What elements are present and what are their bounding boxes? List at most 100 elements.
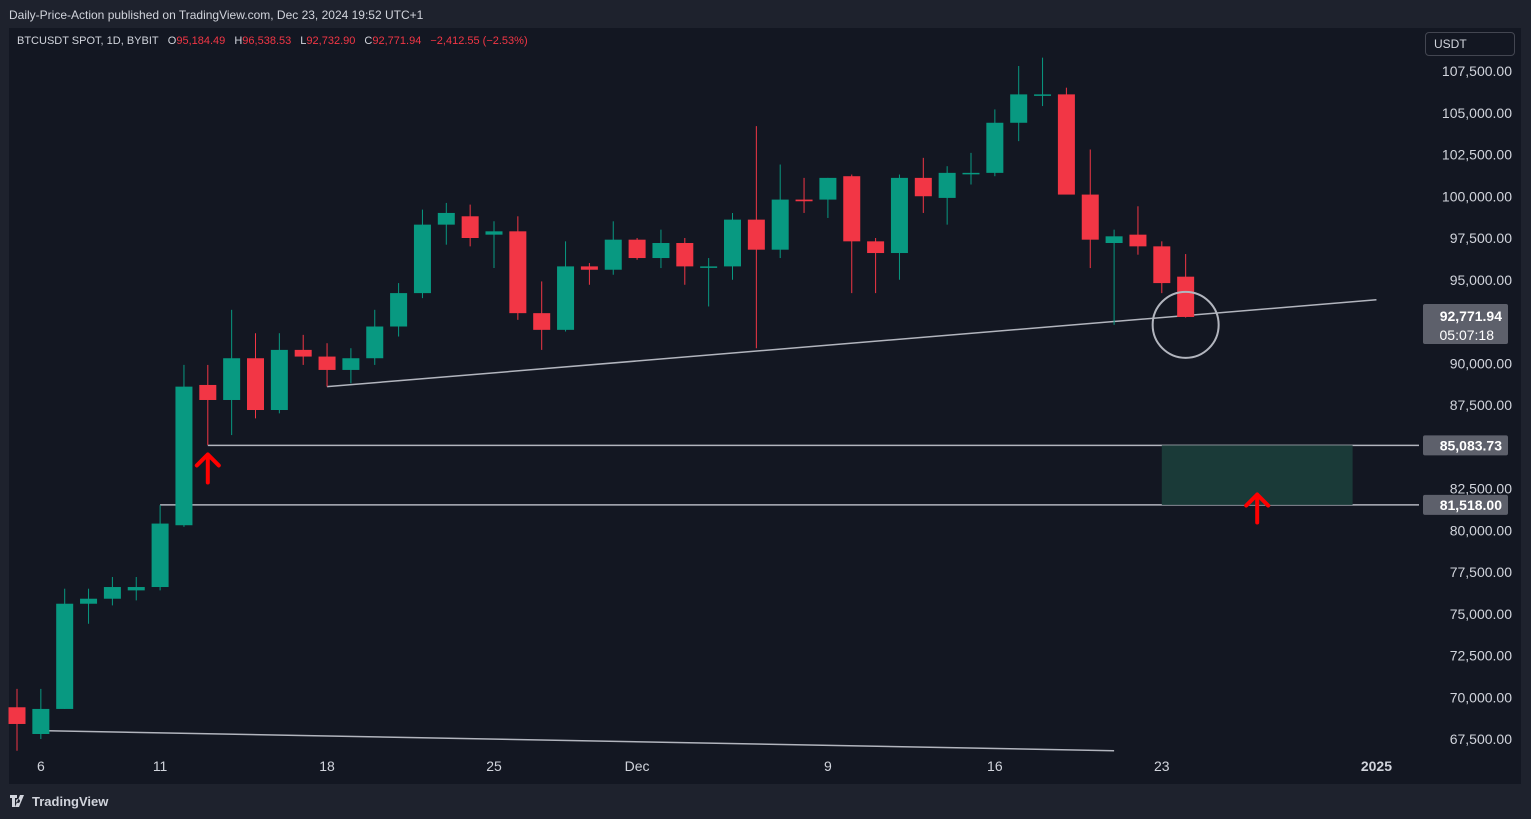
y-tick-label: 72,500.00 — [1450, 648, 1512, 664]
candle-body[interactable] — [461, 216, 479, 238]
close-label: C — [364, 35, 373, 47]
change-value: −2,412.55 (−2.53%) — [430, 35, 528, 47]
candle-body[interactable] — [628, 239, 646, 259]
candle-body[interactable] — [962, 172, 980, 175]
publisher-text: Daily-Price-Action published on TradingV… — [9, 8, 424, 22]
candle-body[interactable] — [867, 241, 885, 254]
candle-body[interactable] — [580, 266, 598, 270]
y-tick-label: 107,500.00 — [1442, 63, 1512, 79]
tradingview-logo[interactable]: TradingView — [10, 794, 108, 809]
candle-body[interactable] — [32, 708, 50, 734]
currency-button[interactable]: USDT — [1425, 32, 1515, 56]
candle-body[interactable] — [890, 177, 908, 254]
candle-body[interactable] — [390, 293, 408, 327]
candle-body[interactable] — [676, 243, 694, 267]
y-tick-label: 100,000.00 — [1442, 188, 1512, 204]
y-tick-label: 67,500.00 — [1450, 731, 1512, 747]
candle-body[interactable] — [1081, 194, 1099, 240]
candle-body[interactable] — [747, 219, 765, 250]
candle-body[interactable] — [270, 349, 288, 411]
candle-body[interactable] — [1010, 94, 1028, 123]
candle-body[interactable] — [604, 239, 622, 270]
high-label: H — [234, 35, 243, 47]
tradingview-logo-icon — [10, 795, 24, 807]
candle-body[interactable] — [8, 707, 26, 724]
candle-body[interactable] — [795, 199, 813, 202]
candle-body[interactable] — [533, 313, 551, 330]
level-price-label: 85,083.73 — [1440, 437, 1502, 453]
candle-body[interactable] — [366, 326, 384, 359]
x-tick-label: 11 — [153, 758, 168, 774]
candle-body[interactable] — [247, 358, 264, 411]
candle-body[interactable] — [557, 266, 575, 330]
candle-body[interactable] — [56, 603, 74, 709]
y-tick-label: 90,000.00 — [1450, 355, 1512, 371]
candle-body[interactable] — [819, 177, 837, 200]
candle-body[interactable] — [103, 587, 121, 599]
candle-body[interactable] — [1153, 246, 1171, 284]
candle-body[interactable] — [914, 177, 932, 197]
highlight-circle[interactable] — [1151, 290, 1220, 359]
current-price-tag — [1423, 303, 1508, 344]
support-trendline[interactable] — [326, 299, 1377, 388]
low-value: 92,732.90 — [306, 35, 356, 47]
candle-body[interactable] — [1057, 94, 1075, 195]
x-tick-label: 6 — [37, 758, 45, 774]
open-value: 95,184.49 — [176, 35, 226, 47]
y-tick-label: 87,500.00 — [1450, 397, 1512, 413]
candle-body[interactable] — [1105, 236, 1123, 244]
candle-body[interactable] — [223, 358, 241, 400]
candle-body[interactable] — [318, 356, 336, 370]
current-price-label: 92,771.94 — [1440, 308, 1502, 324]
candle-body[interactable] — [413, 224, 431, 294]
x-tick-label: 2025 — [1361, 758, 1392, 774]
candle-body[interactable] — [1034, 94, 1052, 96]
y-tick-label: 70,000.00 — [1450, 689, 1512, 705]
y-tick-label: 97,500.00 — [1450, 230, 1512, 246]
candle-body[interactable] — [342, 358, 360, 370]
candle-body[interactable] — [700, 266, 718, 268]
countdown-label: 05:07:18 — [1440, 327, 1495, 343]
candle-body[interactable] — [80, 598, 98, 604]
candle-body[interactable] — [485, 231, 503, 235]
candle-body[interactable] — [771, 199, 789, 250]
candle-body[interactable] — [652, 243, 670, 259]
footer: TradingView — [0, 785, 1531, 819]
x-tick-label: Dec — [625, 758, 650, 774]
up-arrow-icon — [194, 452, 221, 485]
candle-body[interactable] — [1177, 276, 1195, 317]
high-value: 96,538.53 — [242, 35, 292, 47]
publish-header: Daily-Price-Action published on TradingV… — [0, 0, 1531, 28]
candle-body[interactable] — [199, 384, 217, 400]
level-price-tag — [1423, 494, 1508, 515]
candle-body[interactable] — [986, 122, 1004, 173]
level-price-label: 81,518.00 — [1440, 497, 1502, 513]
candle-body[interactable] — [127, 587, 145, 591]
y-tick-label: 77,500.00 — [1450, 564, 1512, 580]
candle-body[interactable] — [437, 212, 455, 225]
low-label: L — [300, 35, 307, 47]
candle-body[interactable] — [294, 349, 312, 357]
y-tick-label: 102,500.00 — [1442, 147, 1512, 163]
y-tick-label: 75,000.00 — [1450, 606, 1512, 622]
y-tick-label: 82,500.00 — [1450, 481, 1512, 497]
tradingview-brand: TradingView — [32, 794, 109, 809]
candle-body[interactable] — [938, 172, 956, 198]
candle-body[interactable] — [175, 386, 193, 526]
candle-body[interactable] — [1129, 234, 1147, 247]
open-label: O — [167, 35, 177, 47]
y-tick-label: 80,000.00 — [1450, 522, 1512, 538]
level-price-tag — [1423, 435, 1508, 456]
candle-body[interactable] — [509, 231, 527, 314]
x-tick-label: 18 — [319, 758, 335, 774]
candle-body[interactable] — [724, 219, 741, 267]
candle-body[interactable] — [843, 176, 861, 242]
lower-trendline[interactable] — [40, 729, 1115, 752]
x-tick-label: 23 — [1154, 758, 1170, 774]
symbol-label[interactable]: BTCUSDT SPOT, 1D, BYBIT — [17, 35, 159, 47]
ohlc-legend: BTCUSDT SPOT, 1D, BYBIT O95,184.49 H96,5… — [17, 35, 534, 47]
candle-body[interactable] — [151, 523, 169, 588]
x-tick-label: 9 — [824, 758, 832, 774]
close-value: 92,771.94 — [372, 35, 422, 47]
